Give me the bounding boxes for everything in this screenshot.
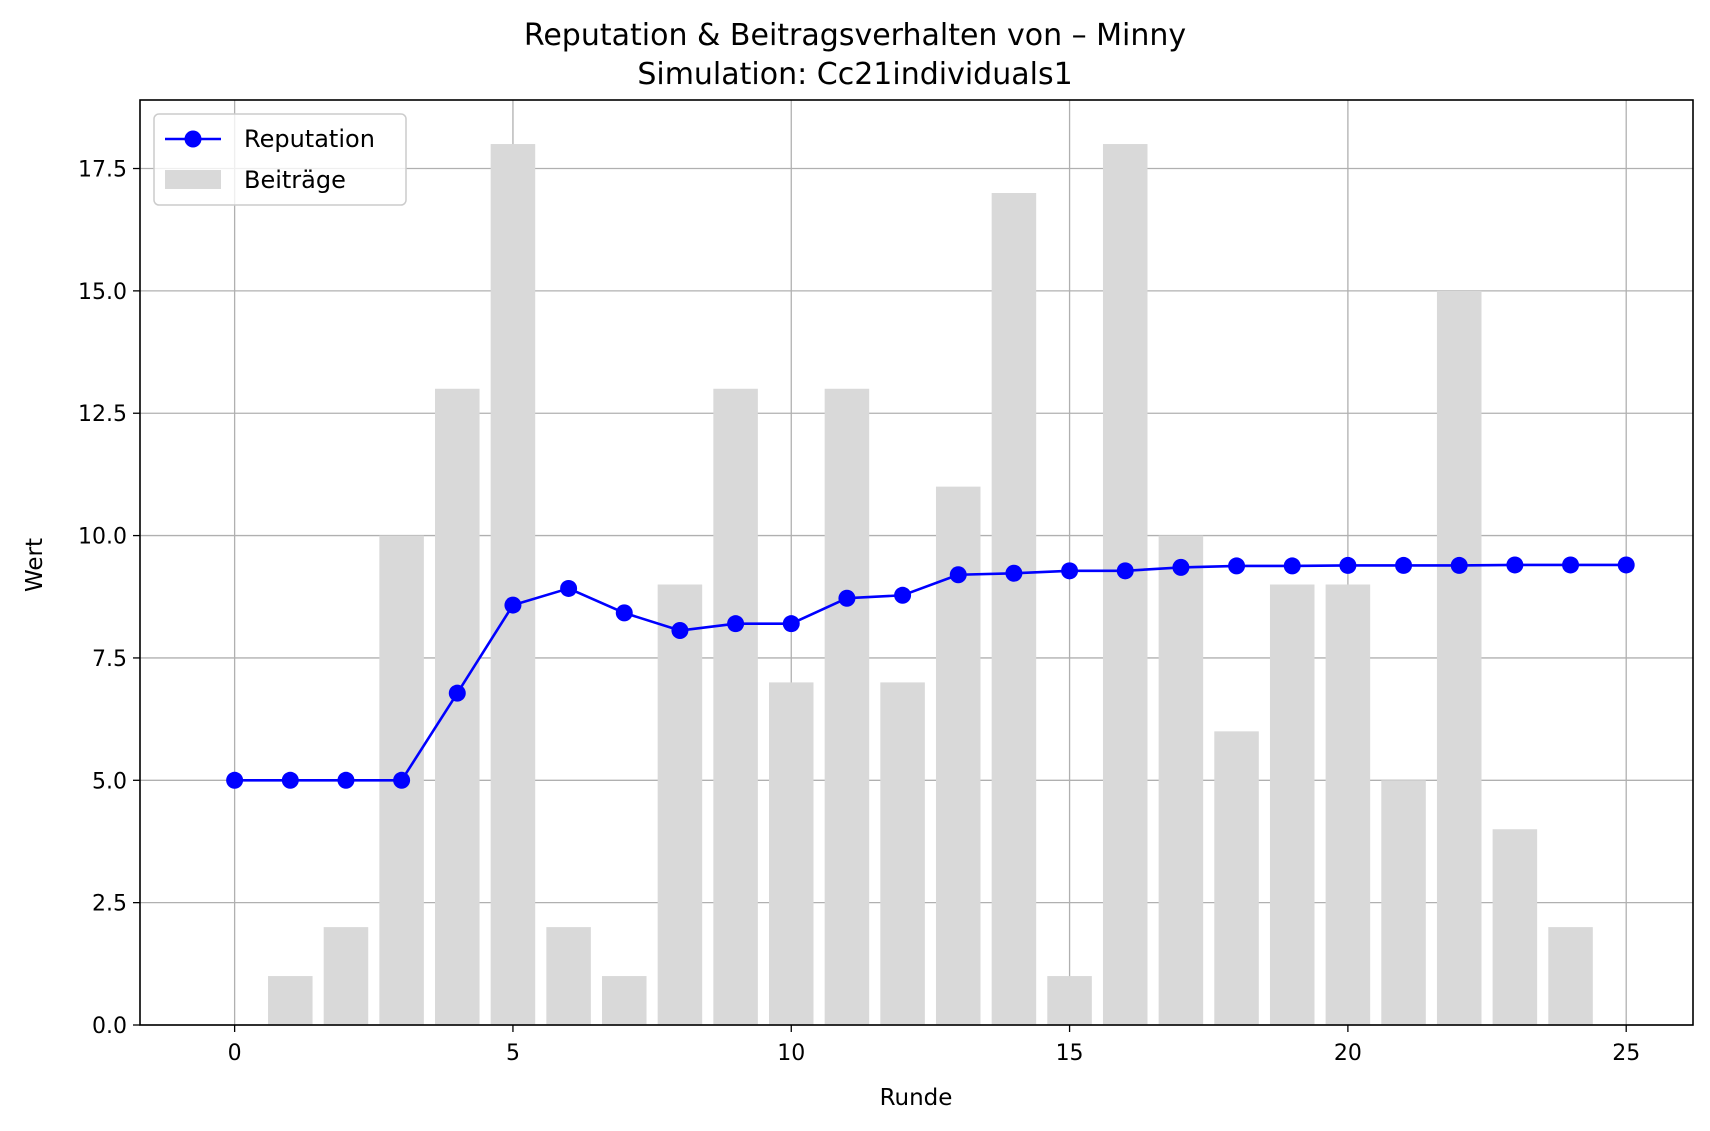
reputation-point xyxy=(1506,556,1524,574)
legend-reputation-marker xyxy=(184,130,202,148)
reputation-point xyxy=(1283,557,1301,575)
reputation-point xyxy=(226,771,244,789)
y-tick-label: 7.5 xyxy=(92,647,127,672)
tick-layer: 0 5 10 15 20 25 0.0 2.5 5.0 7.5 10.0 12.5 15.0 17.5 xyxy=(78,158,1640,1066)
reputation-point xyxy=(949,566,967,584)
y-tick-label: 10.0 xyxy=(78,525,127,550)
line-layer xyxy=(226,556,1635,789)
contribution-bar xyxy=(1047,976,1092,1025)
contribution-bar xyxy=(1548,927,1593,1025)
y-tick-label: 15.0 xyxy=(78,280,127,305)
legend-reputation-label: Reputation xyxy=(244,125,375,153)
contribution-bar xyxy=(1269,584,1315,1025)
reputation-point xyxy=(671,622,689,640)
reputation-point xyxy=(727,615,745,633)
reputation-point xyxy=(337,771,355,789)
y-tick-label: 2.5 xyxy=(92,892,127,917)
contribution-bar xyxy=(1325,584,1371,1025)
x-tick-label: 20 xyxy=(1334,1041,1362,1066)
legend: Reputation Beiträge xyxy=(153,113,407,206)
contribution-bar xyxy=(824,388,870,1026)
reputation-point xyxy=(1395,556,1413,574)
y-tick-label: 12.5 xyxy=(78,402,127,427)
reputation-point xyxy=(393,771,411,789)
reputation-point xyxy=(1228,557,1246,575)
reputation-point xyxy=(504,596,522,614)
reputation-point xyxy=(1172,558,1190,576)
reputation-point xyxy=(560,579,578,597)
reputation-point xyxy=(1617,556,1635,574)
contribution-bar xyxy=(268,976,313,1025)
x-tick-label: 25 xyxy=(1612,1041,1640,1066)
reputation-point xyxy=(1061,562,1079,580)
contribution-bar xyxy=(1381,780,1426,1025)
contribution-bar xyxy=(991,192,1037,1026)
contribution-bar xyxy=(323,927,369,1025)
reputation-point xyxy=(782,615,800,633)
x-axis-label: Runde xyxy=(880,1085,953,1111)
contribution-bar xyxy=(657,584,703,1025)
contribution-bar xyxy=(546,927,591,1025)
reputation-point xyxy=(448,684,466,702)
contribution-bar xyxy=(880,682,925,1025)
y-axis-label: Wert xyxy=(22,538,48,592)
reputation-point xyxy=(1116,562,1134,580)
reputation-line xyxy=(234,563,1627,782)
y-tick-label: 0.0 xyxy=(92,1014,127,1039)
contribution-bar xyxy=(435,388,480,1026)
y-tick-label: 17.5 xyxy=(78,158,127,183)
contribution-bar xyxy=(713,388,758,1026)
contribution-bar xyxy=(1436,290,1482,1025)
x-tick-label: 0 xyxy=(228,1041,242,1066)
reputation-point xyxy=(1005,564,1023,582)
reputation-point xyxy=(838,589,856,607)
contribution-bar xyxy=(1102,144,1148,1026)
legend-beitraege-swatch xyxy=(165,170,221,189)
x-tick-label: 10 xyxy=(777,1041,805,1066)
reputation-point xyxy=(281,771,299,789)
reputation-point xyxy=(1562,556,1580,574)
legend-beitraege-label: Beiträge xyxy=(244,166,346,194)
reputation-point xyxy=(615,604,633,622)
contribution-bar xyxy=(1214,731,1259,1025)
contribution-bar xyxy=(768,682,814,1025)
reputation-point xyxy=(1450,556,1468,574)
x-tick-label: 5 xyxy=(506,1041,520,1066)
chart-subtitle: Simulation: Cc21individuals1 xyxy=(637,57,1072,92)
bar-layer xyxy=(268,144,1593,1026)
chart-title: Reputation & Beitragsverhalten von – Min… xyxy=(524,18,1186,53)
reputation-point xyxy=(1339,556,1357,574)
reputation-point xyxy=(894,586,912,604)
contribution-bar xyxy=(1492,829,1538,1025)
contribution-bar xyxy=(490,144,536,1026)
y-tick-label: 5.0 xyxy=(92,769,127,794)
plot-frame xyxy=(139,99,1694,1026)
contribution-bar xyxy=(1158,535,1204,1025)
contribution-bar xyxy=(602,976,647,1025)
x-tick-label: 15 xyxy=(1056,1041,1084,1066)
